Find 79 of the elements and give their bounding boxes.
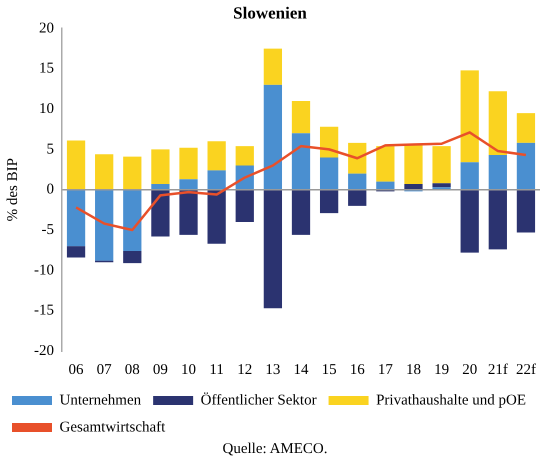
x-tick-label: 10 bbox=[181, 362, 196, 378]
x-tick-label: 19 bbox=[434, 362, 450, 378]
legend-label: Öffentlicher Sektor bbox=[200, 391, 317, 408]
x-tick-label: 21f bbox=[488, 362, 508, 378]
x-tick-label: 14 bbox=[294, 362, 309, 378]
legend-label: Unternehmen bbox=[60, 392, 142, 408]
bar bbox=[488, 190, 507, 250]
bar bbox=[208, 170, 226, 189]
bar bbox=[151, 149, 170, 184]
x-tick-label: 08 bbox=[124, 362, 140, 378]
x-tick-label: 17 bbox=[378, 362, 394, 378]
bar bbox=[432, 183, 451, 188]
y-tick-label: -10 bbox=[34, 262, 54, 278]
x-tick-label: 11 bbox=[209, 362, 224, 378]
bar bbox=[320, 190, 338, 214]
x-tick-label: 20 bbox=[462, 362, 478, 378]
y-tick-label: -15 bbox=[34, 302, 54, 319]
bar bbox=[264, 48, 282, 85]
bar bbox=[151, 190, 170, 236]
bar bbox=[516, 113, 536, 143]
bar bbox=[348, 174, 366, 189]
bar bbox=[516, 142, 536, 189]
y-tick-label: 20 bbox=[38, 20, 54, 36]
x-tick-label: 15 bbox=[322, 362, 337, 378]
bar bbox=[123, 190, 142, 251]
bar bbox=[179, 190, 198, 235]
bar bbox=[348, 142, 366, 174]
y-tick-label: 0 bbox=[46, 182, 54, 198]
bar bbox=[292, 133, 310, 189]
y-tick-label: -20 bbox=[34, 342, 54, 359]
bar bbox=[376, 182, 394, 189]
y-tick-label: -5 bbox=[41, 222, 54, 238]
bar bbox=[151, 184, 170, 189]
x-tick-label: 12 bbox=[237, 362, 252, 378]
x-tick-label: 09 bbox=[152, 362, 168, 378]
bar bbox=[264, 84, 282, 189]
bar bbox=[236, 146, 254, 166]
bar bbox=[488, 91, 507, 156]
bar bbox=[66, 246, 86, 258]
bar bbox=[320, 126, 338, 158]
bar bbox=[460, 190, 479, 253]
bar bbox=[264, 190, 282, 308]
x-tick-label: 22f bbox=[516, 362, 536, 378]
chart-title: Slowenien bbox=[233, 4, 308, 23]
bar bbox=[516, 190, 536, 232]
bar bbox=[179, 179, 198, 189]
bar bbox=[236, 190, 254, 222]
legend-label: Privathaushalte und pOE bbox=[376, 392, 526, 408]
bar bbox=[95, 190, 114, 261]
bar bbox=[123, 250, 142, 264]
x-tick-label: 06 bbox=[68, 362, 84, 378]
x-tick-label: 13 bbox=[265, 362, 280, 378]
bar bbox=[208, 141, 226, 170]
bar bbox=[123, 156, 142, 189]
bar bbox=[404, 184, 423, 189]
source-note: Quelle: AMECO. bbox=[222, 441, 328, 458]
bar bbox=[292, 100, 310, 134]
legend-label: Gesamtwirtschaft bbox=[60, 419, 166, 436]
bar bbox=[460, 162, 479, 189]
y-axis-title: % des BIP bbox=[4, 158, 21, 222]
x-tick-label: 18 bbox=[406, 362, 421, 378]
bar bbox=[376, 146, 394, 182]
bar bbox=[208, 190, 226, 244]
y-tick-label: 5 bbox=[46, 141, 54, 158]
bar bbox=[292, 190, 310, 235]
bar bbox=[66, 140, 86, 189]
bar bbox=[404, 144, 423, 184]
bar bbox=[95, 154, 114, 189]
bar bbox=[432, 146, 451, 184]
y-tick-label: 10 bbox=[38, 100, 54, 117]
x-tick-label: 16 bbox=[350, 362, 366, 378]
bar bbox=[348, 190, 366, 206]
y-tick-label: 15 bbox=[38, 60, 54, 77]
bar bbox=[488, 155, 507, 189]
bar bbox=[66, 190, 86, 246]
bar bbox=[460, 70, 479, 162]
bar bbox=[320, 157, 338, 189]
bar bbox=[179, 148, 198, 180]
x-tick-label: 07 bbox=[96, 362, 112, 378]
